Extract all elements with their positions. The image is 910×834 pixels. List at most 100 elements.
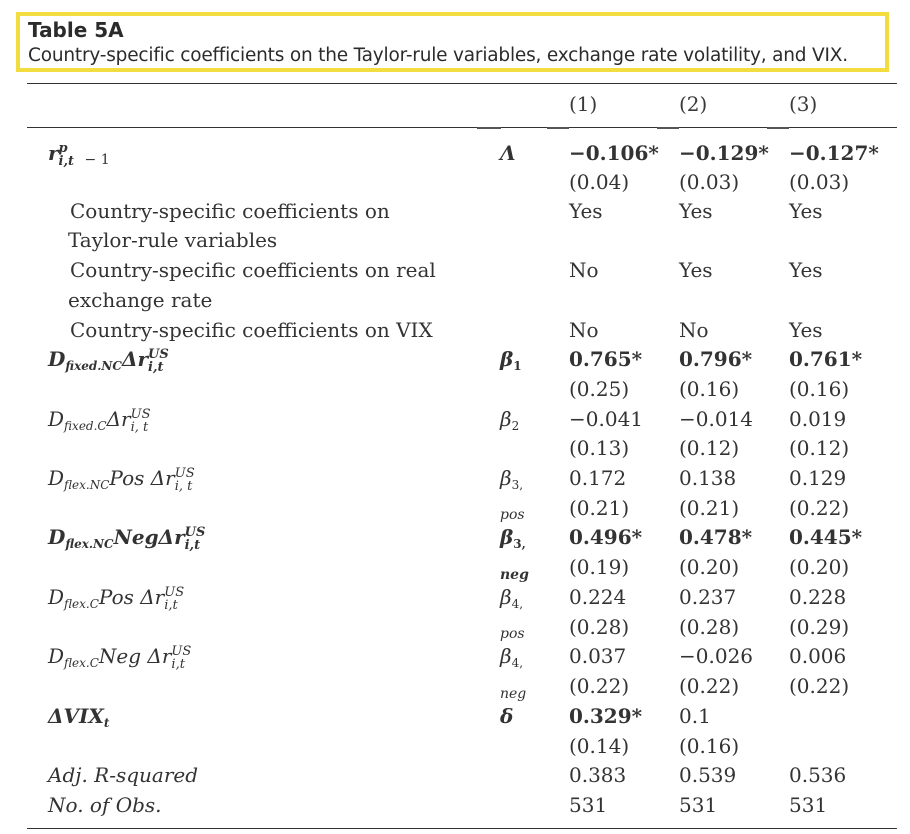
row-label-dvix: ΔVIXt	[48, 704, 109, 735]
coef-b2-2: −0.014	[679, 407, 754, 431]
se-b1-3: (0.16)	[789, 377, 850, 401]
se-b3pos-3: (0.22)	[789, 496, 850, 520]
row-label-rer-1: Country-specific coefficients on real	[70, 258, 436, 282]
param-beta1: β1	[500, 347, 522, 378]
coef-b4neg-3: 0.006	[789, 644, 847, 668]
var-sup: US	[171, 644, 192, 659]
coef-r-lag-1: −0.106*	[569, 141, 659, 165]
se-r-lag-1: (0.04)	[569, 170, 630, 194]
se-b1-1: (0.25)	[569, 377, 630, 401]
coef-b1-1: 0.765*	[569, 347, 643, 371]
column-header-2: (2)	[679, 92, 708, 116]
var-sub: i, t	[130, 420, 149, 435]
coef-b3neg-1: 0.496*	[569, 525, 643, 549]
param-sub: 3,	[511, 478, 524, 492]
param-beta4-pos-tail: pos	[500, 626, 525, 642]
header-rule-tick	[477, 127, 501, 129]
d-symbol: D	[48, 466, 65, 490]
se-b2-3: (0.12)	[789, 436, 850, 460]
se-b2-1: (0.13)	[569, 436, 630, 460]
header-rule-tick	[547, 127, 569, 129]
var: Δr	[121, 347, 149, 371]
row-label-b3neg: Dflex.NCNegΔr US i,t	[48, 525, 211, 556]
se-dvix-2: (0.16)	[679, 734, 740, 758]
var-sup: US	[184, 525, 206, 540]
taylor-val-2: Yes	[679, 199, 713, 223]
vix-cs-val-3: Yes	[789, 318, 823, 342]
se-b4pos-2: (0.28)	[679, 615, 740, 639]
param-sub: 1	[513, 359, 522, 373]
var-sup: US	[174, 466, 195, 481]
r2-val-3: 0.536	[789, 763, 847, 787]
d-sub: flex.C	[64, 597, 99, 611]
se-b4neg-3: (0.22)	[789, 674, 850, 698]
se-b4neg-2: (0.22)	[679, 674, 740, 698]
d-sub: fixed.NC	[65, 359, 122, 373]
d-sub: flex.NC	[64, 478, 110, 492]
var-sub: i,t	[164, 598, 178, 613]
var: NegΔr	[113, 525, 185, 549]
row-label-r-lag: r p i,t − 1	[48, 141, 110, 169]
var-sup: US	[148, 347, 169, 362]
var-tail: − 1	[84, 152, 110, 168]
se-r-lag-2: (0.03)	[679, 170, 740, 194]
param-delta: δ	[500, 704, 514, 728]
d-symbol: D	[48, 525, 66, 549]
coef-b3pos-2: 0.138	[679, 466, 737, 490]
param: β	[500, 525, 514, 549]
d-sub: flex.C	[64, 656, 99, 670]
se-b4pos-3: (0.29)	[789, 615, 850, 639]
coef-b2-3: 0.019	[789, 407, 847, 431]
var-sup: p	[58, 141, 68, 156]
rer-val-2: Yes	[679, 258, 713, 282]
se-b2-2: (0.12)	[679, 436, 740, 460]
vix-cs-val-1: No	[569, 318, 599, 342]
se-b3pos-1: (0.21)	[569, 496, 630, 520]
r2-val-2: 0.539	[679, 763, 737, 787]
row-label-taylor-2: Taylor-rule variables	[68, 228, 278, 252]
param-beta4-pos: β4,	[500, 585, 523, 616]
row-label-vix-cs: Country-specific coefficients on VIX	[70, 318, 433, 342]
coef-b4pos-1: 0.224	[569, 585, 627, 609]
vix-cs-val-2: No	[679, 318, 709, 342]
column-header-1: (1)	[569, 92, 598, 116]
coef-b3pos-1: 0.172	[569, 466, 627, 490]
coef-b4pos-2: 0.237	[679, 585, 737, 609]
param-beta3-neg: β3,	[500, 525, 526, 556]
var-sub: i,t	[171, 657, 185, 672]
rer-val-3: Yes	[789, 258, 823, 282]
se-r-lag-3: (0.03)	[789, 170, 850, 194]
var-sup: US	[164, 585, 185, 600]
d-symbol: D	[48, 347, 66, 371]
coef-dvix-2: 0.1	[679, 704, 711, 728]
coef-b2-1: −0.041	[569, 407, 644, 431]
param: β	[500, 407, 512, 431]
coef-b4pos-3: 0.228	[789, 585, 847, 609]
se-b4neg-1: (0.22)	[569, 674, 630, 698]
top-rule	[27, 83, 897, 84]
se-b3neg-1: (0.19)	[569, 555, 630, 579]
var-sub: t	[103, 716, 110, 730]
var-sub: i, t	[174, 479, 193, 494]
row-label-r2: Adj. R-squared	[48, 763, 199, 787]
obs-val-1: 531	[569, 793, 608, 817]
d-symbol: D	[48, 644, 65, 668]
se-b1-2: (0.16)	[679, 377, 740, 401]
row-label-rer-2: exchange rate	[68, 288, 213, 312]
param-beta2: β2	[500, 407, 519, 438]
coef-b1-2: 0.796*	[679, 347, 753, 371]
row-label-b2: Dfixed.CΔr US i, t	[48, 407, 157, 438]
param-sub: 4,	[511, 597, 524, 611]
var: Pos Δr	[109, 466, 175, 490]
se-b3pos-2: (0.21)	[679, 496, 740, 520]
var-sub: i,t	[184, 538, 201, 553]
obs-val-2: 531	[679, 793, 718, 817]
param-lambda: Λ	[500, 141, 516, 165]
header-rule-tick	[767, 127, 789, 129]
var: Δr	[106, 407, 131, 431]
coef-dvix-1: 0.329*	[569, 704, 643, 728]
var: Pos Δr	[98, 585, 165, 609]
coef-r-lag-2: −0.129*	[679, 141, 769, 165]
header-rule-tick	[657, 127, 679, 129]
coef-b4neg-2: −0.026	[679, 644, 754, 668]
